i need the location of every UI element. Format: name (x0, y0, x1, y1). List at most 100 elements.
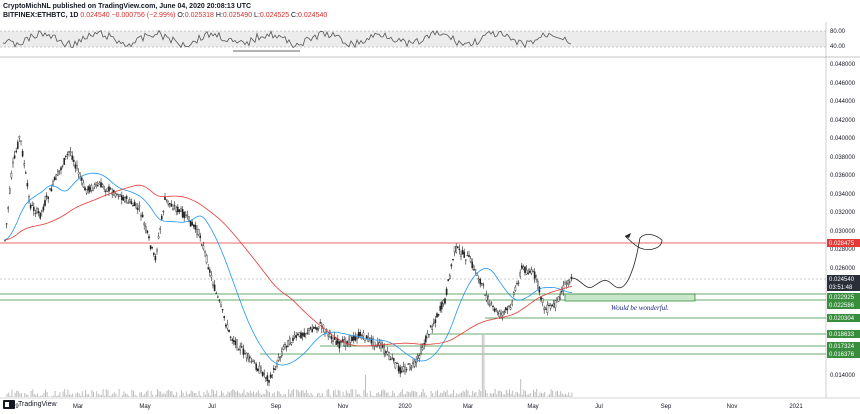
volume-bar (478, 389, 480, 397)
volume-bar (406, 391, 408, 397)
volume-bar (278, 391, 280, 397)
volume-bar (321, 392, 323, 397)
candle-body (474, 268, 477, 271)
chart-header: CryptoMichNL published on TradingView.co… (3, 2, 327, 20)
volume-bar (480, 391, 482, 397)
candle-body (311, 328, 314, 333)
volume-bar (251, 393, 253, 397)
volume-bar (494, 389, 496, 397)
volume-bar (512, 390, 514, 397)
time-axis[interactable]: 2019MarMayJulSepNov2020MarMayJulSepNov20… (5, 404, 803, 410)
volume-bar (400, 391, 402, 397)
candle-body (553, 303, 555, 307)
tradingview-logo-icon (3, 400, 15, 409)
volume-bar (425, 395, 427, 397)
rsi-tick-80: 80.00 (830, 29, 846, 35)
candle-body (410, 367, 413, 369)
candle-body (437, 314, 440, 316)
candle-body (386, 351, 389, 355)
price-tick: 0.032000 (830, 210, 856, 216)
candle-body (164, 196, 166, 200)
candle-body (364, 339, 366, 341)
candle-body (417, 355, 419, 359)
candle-body (28, 196, 30, 202)
volume-bar (560, 391, 562, 397)
candle-body (136, 207, 139, 210)
candle-body (492, 305, 494, 307)
price-axis[interactable]: 0.048000 0.046000 0.044000 0.042000 0.040000… (830, 62, 856, 379)
volume-bar (77, 392, 78, 397)
candle-body (551, 304, 553, 307)
candle-body (173, 205, 176, 207)
candle-body (301, 333, 304, 336)
volume-bar (424, 392, 426, 397)
candle-body (279, 356, 282, 359)
candle-body (293, 334, 296, 338)
candle-body (297, 334, 299, 336)
candle-body (66, 154, 69, 156)
candle-body (273, 368, 275, 370)
candle-body (466, 255, 469, 257)
volume-bar (392, 390, 394, 397)
volume-bar (416, 392, 418, 397)
candle-body (120, 195, 123, 200)
volume-bar (473, 392, 475, 397)
candle-body (175, 207, 178, 212)
volume-bar (75, 393, 77, 397)
volume-bar (27, 394, 29, 397)
volume-bar (422, 389, 424, 397)
volume-bar (91, 389, 93, 397)
volume-bar (398, 393, 400, 397)
candle-body (237, 349, 240, 351)
volume-bar (104, 395, 106, 397)
candle-body (8, 188, 11, 194)
candle-body (82, 182, 85, 188)
candle-body (493, 308, 496, 312)
volume-bar (270, 396, 272, 397)
volume-bar (547, 395, 549, 397)
volume-bar (513, 395, 515, 397)
volume-bar (441, 392, 443, 397)
price-tick: 0.042000 (830, 118, 856, 124)
support-zone[interactable] (564, 293, 696, 302)
candle-body (218, 300, 221, 302)
candle-body (26, 182, 29, 187)
candle-body (420, 346, 422, 354)
price-tick: 0.034000 (830, 192, 856, 198)
volume-bar (38, 396, 40, 397)
candle-body (25, 172, 27, 174)
candle-body (281, 351, 283, 357)
volume-bar (145, 391, 147, 397)
candle-body (253, 362, 256, 364)
volume-bar (454, 395, 456, 397)
candle-body (457, 246, 459, 249)
volume-bar (168, 389, 170, 397)
volume-bar (241, 392, 243, 397)
candle-body (305, 333, 307, 335)
candle-body (239, 345, 242, 351)
volume-bar (352, 389, 354, 397)
candle-body (469, 258, 472, 263)
candle-body (485, 294, 488, 301)
candle-body (570, 276, 573, 280)
candle-body (181, 209, 184, 218)
volume-bar (302, 390, 304, 397)
volume-bar (449, 394, 451, 397)
volume-bar (121, 394, 123, 397)
volume-bar (360, 396, 362, 397)
volume-bar (117, 396, 118, 397)
volume-bar (144, 393, 146, 397)
candle-body (228, 329, 230, 333)
volume-bar (389, 396, 390, 397)
volume-bar (475, 391, 477, 397)
candle-body (98, 182, 101, 185)
candle-body (220, 304, 222, 307)
candle-body (461, 250, 464, 255)
volume-bar (107, 390, 109, 397)
volume-bar (419, 395, 421, 397)
volume-bar (510, 393, 512, 397)
volume-bar (225, 394, 227, 397)
volume-bar (485, 389, 486, 397)
candle-body (39, 212, 41, 219)
